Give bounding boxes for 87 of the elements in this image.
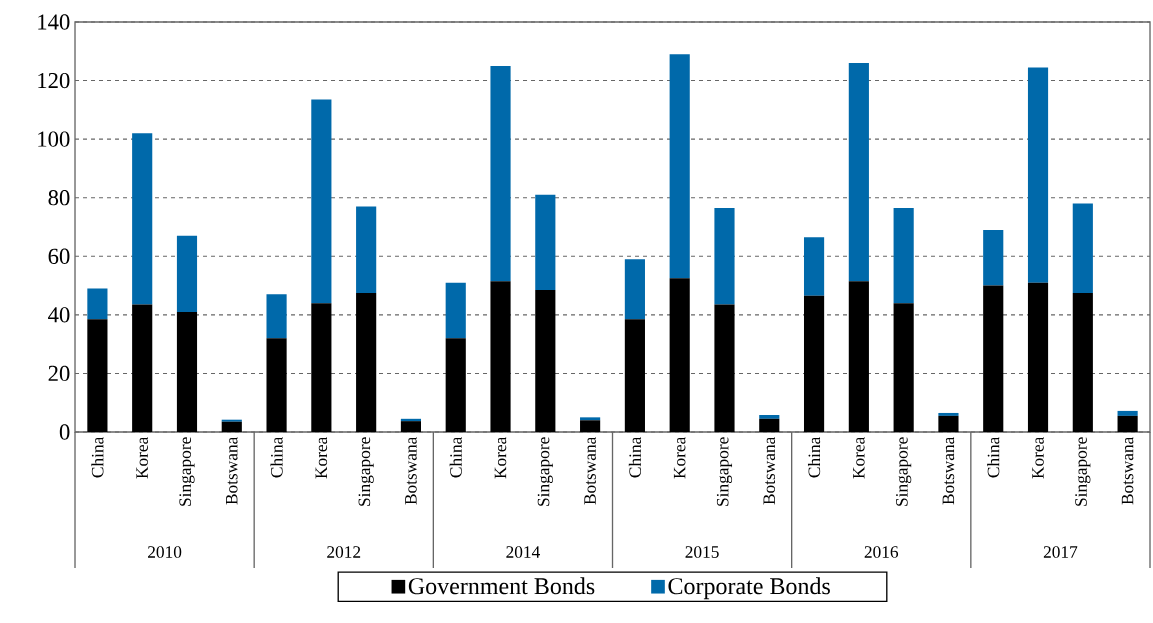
x-tick-label: Botswana — [405, 436, 417, 505]
bar — [759, 418, 780, 432]
text: 2017 — [1043, 546, 1078, 558]
x-tick-label: Singapore — [1075, 437, 1091, 506]
x-tick-label: Korea — [1032, 436, 1044, 479]
x-tick-label: Botswana — [942, 436, 955, 505]
bar — [1072, 292, 1093, 432]
x-tick-label: Singapore — [896, 437, 912, 506]
bar — [490, 281, 511, 432]
x-tick-label: Singapore — [179, 437, 195, 506]
y-tick-label: 60 — [48, 248, 70, 264]
bar — [87, 288, 108, 320]
text: 2015 — [685, 546, 719, 558]
bar — [893, 303, 914, 432]
x-tick-label: Botswana — [226, 436, 238, 505]
x-tick-label: Korea — [673, 436, 686, 479]
y-tick-label: 0 — [59, 424, 70, 440]
bar — [580, 417, 601, 421]
x-tick-label: Botswana — [584, 436, 596, 505]
x-tick-label: Singapore — [537, 437, 553, 506]
bar — [356, 292, 377, 432]
bar — [311, 303, 332, 432]
x-tick-label: Botswana — [763, 436, 776, 505]
bar — [938, 415, 959, 432]
bar — [803, 237, 825, 296]
x-tick-label: China — [449, 436, 462, 478]
bar — [176, 311, 198, 432]
x-tick-label: Singapore — [716, 437, 733, 506]
bar — [1117, 410, 1138, 416]
x-tick-label: Korea — [136, 436, 148, 479]
x-tick-label: Singapore — [358, 437, 374, 506]
bar — [714, 207, 735, 305]
legend-label: Corporate Bonds — [668, 577, 830, 600]
bar — [221, 419, 242, 422]
bar — [221, 421, 242, 432]
bar — [1027, 282, 1049, 432]
x-tick-label: China — [91, 436, 104, 478]
x-tick-label: China — [987, 436, 1000, 478]
text: 2014 — [506, 546, 540, 558]
text: 2010 — [148, 546, 182, 558]
bar — [132, 304, 153, 432]
text: 2016 — [864, 546, 899, 558]
bar — [669, 278, 690, 432]
bar — [266, 294, 287, 339]
bar — [1027, 67, 1049, 283]
bar — [803, 295, 825, 432]
bar — [624, 319, 645, 432]
bar — [132, 133, 153, 305]
bar — [535, 289, 556, 432]
x-tick-label: Korea — [853, 436, 865, 479]
bar — [176, 235, 198, 312]
text: 2012 — [327, 546, 361, 558]
bar — [624, 259, 645, 320]
bar — [311, 99, 332, 304]
bar — [848, 62, 869, 282]
bar — [848, 281, 869, 432]
bar — [266, 338, 287, 432]
y-tick-label: 120 — [38, 72, 70, 89]
bar — [445, 282, 466, 339]
x-tick-label: Korea — [315, 436, 328, 479]
x-tick-label: China — [807, 436, 821, 478]
bar — [400, 421, 422, 432]
bar — [714, 304, 735, 432]
bar — [87, 319, 108, 432]
bar — [983, 285, 1004, 432]
bar — [759, 415, 780, 419]
x-tick-label: China — [628, 436, 641, 478]
y-tick-label: 140 — [38, 14, 70, 30]
bar — [356, 206, 377, 293]
bar — [669, 54, 690, 279]
legend-label: Government Bonds — [408, 577, 595, 595]
y-tick-label: 40 — [48, 307, 70, 323]
bar — [445, 338, 466, 432]
bar — [580, 420, 601, 432]
bar — [983, 229, 1004, 286]
bar — [938, 412, 959, 416]
y-tick-label: 100 — [38, 131, 70, 147]
x-tick-label: Botswana — [1121, 436, 1134, 505]
bar — [535, 194, 556, 290]
bar — [893, 207, 914, 304]
x-tick-label: Korea — [494, 436, 507, 479]
y-tick-label: 80 — [48, 190, 70, 206]
bar — [490, 65, 511, 282]
bar — [1117, 415, 1138, 432]
y-tick-label: 20 — [48, 365, 70, 382]
x-tick-label: China — [270, 436, 283, 478]
bar — [1072, 203, 1093, 293]
